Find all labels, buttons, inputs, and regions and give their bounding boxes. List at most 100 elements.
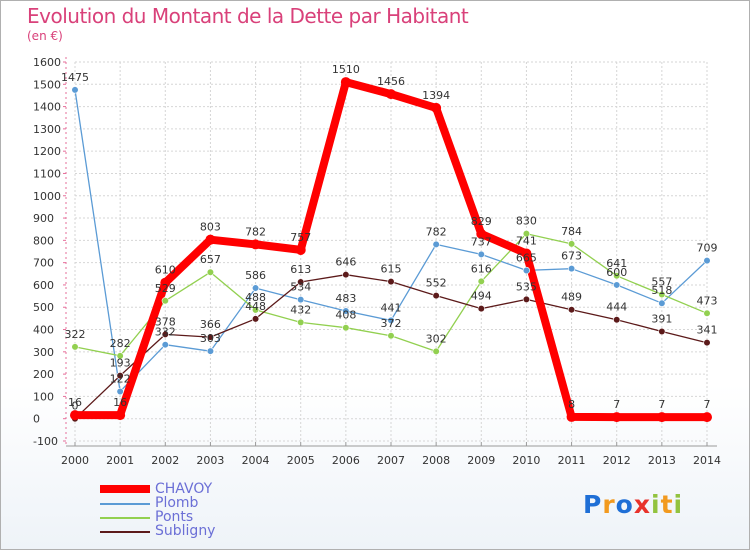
- data-label-chavoy-2009: 829: [471, 215, 492, 228]
- x-tick-label-2012: 2012: [603, 454, 631, 467]
- y-tick-label-600: 600: [33, 279, 54, 292]
- data-point-plomb-2001: [116, 387, 124, 396]
- data-point-ponts-2001: [116, 352, 124, 360]
- data-point-subligny-2005: [297, 278, 305, 286]
- y-tick-label-1000: 1000: [33, 190, 61, 203]
- data-point-plomb-2004: [251, 284, 260, 292]
- data-point-ponts-2003: [206, 268, 215, 276]
- data-point-chavoy-2004: [250, 239, 261, 250]
- data-point-ponts-2000: [71, 343, 79, 351]
- data-label-ponts-2014: 473: [697, 294, 718, 307]
- data-label-plomb-2004: 586: [245, 269, 266, 282]
- chart-title: Evolution du Montant de la Dette par Hab…: [27, 4, 469, 28]
- y-tick-label-1400: 1400: [33, 101, 61, 114]
- data-label-plomb-2000: 1475: [61, 71, 89, 84]
- data-point-chavoy-2013: [656, 412, 667, 423]
- proxiti-logo: Proxiti: [583, 490, 683, 519]
- data-label-chavoy-2006: 1510: [332, 63, 360, 76]
- y-tick-label-1100: 1100: [33, 167, 61, 180]
- data-label-plomb-2012: 600: [606, 266, 627, 279]
- chart-subtitle: (en €): [27, 29, 63, 43]
- data-label-chavoy-2008: 1394: [422, 89, 450, 102]
- data-label-plomb-2006: 483: [335, 292, 356, 305]
- data-label-chavoy-2012: 7: [613, 398, 620, 411]
- data-label-ponts-2003: 657: [200, 253, 221, 266]
- data-label-ponts-2000: 322: [65, 328, 86, 341]
- data-label-subligny-2003: 366: [200, 318, 221, 331]
- data-label-subligny-2011: 489: [561, 291, 582, 304]
- data-point-ponts-2013: [658, 290, 666, 299]
- y-tick-label-500: 500: [33, 301, 54, 314]
- legend-swatch-chavoy: [100, 485, 150, 493]
- data-point-ponts-2010: [522, 230, 531, 238]
- data-point-plomb-2014: [703, 257, 711, 265]
- x-tick-label-2014: 2014: [693, 454, 721, 467]
- data-point-chavoy-2002: [160, 277, 171, 288]
- data-label-chavoy-2010: 741: [516, 235, 537, 248]
- series-points: [70, 77, 712, 423]
- data-point-chavoy-2005: [295, 244, 306, 255]
- data-point-ponts-2014: [703, 309, 711, 317]
- x-tick-label-2013: 2013: [648, 454, 676, 467]
- data-point-plomb-2012: [613, 281, 621, 289]
- x-tick-label-2007: 2007: [377, 454, 405, 467]
- y-tick-label-700: 700: [33, 257, 54, 270]
- y-tick-label-0: 0: [33, 413, 40, 426]
- logo-letter-6: i: [673, 490, 684, 519]
- data-point-plomb-2005: [297, 296, 305, 304]
- data-point-ponts-2005: [297, 318, 305, 326]
- data-point-chavoy-2006: [340, 77, 351, 88]
- y-tick-label-300: 300: [33, 346, 54, 359]
- data-label-ponts-2009: 616: [471, 262, 492, 275]
- data-label-ponts-2010: 830: [516, 215, 537, 228]
- data-point-plomb-2000: [71, 86, 79, 94]
- data-point-chavoy-2010: [521, 248, 532, 259]
- data-label-ponts-2012: 641: [606, 257, 627, 270]
- legend-label-subligny: Subligny: [155, 523, 216, 539]
- data-label-subligny-2014: 341: [697, 324, 718, 337]
- data-point-chavoy-2012: [611, 412, 622, 423]
- data-point-ponts-2011: [567, 240, 576, 248]
- data-point-plomb-2003: [206, 347, 215, 355]
- x-tick-label-2002: 2002: [151, 454, 179, 467]
- data-label-subligny-2006: 646: [335, 256, 356, 269]
- data-point-ponts-2012: [613, 272, 621, 280]
- data-label-plomb-2008: 782: [426, 225, 447, 238]
- data-label-plomb-2003: 303: [200, 332, 221, 345]
- data-point-subligny-2012: [613, 316, 621, 324]
- data-point-subligny-2006: [342, 271, 350, 279]
- data-point-plomb-2013: [658, 299, 666, 307]
- data-point-chavoy-2014: [702, 412, 712, 423]
- x-tick-label-2009: 2009: [467, 454, 495, 467]
- x-tick-label-2000: 2000: [61, 454, 89, 467]
- x-tick-label-2006: 2006: [332, 454, 360, 467]
- data-point-plomb-2007: [387, 316, 395, 324]
- data-point-plomb-2008: [432, 240, 440, 248]
- data-point-subligny-2004: [251, 315, 260, 323]
- data-label-subligny-2009: 494: [471, 290, 492, 303]
- data-label-subligny-2005: 613: [290, 263, 311, 276]
- data-label-chavoy-2003: 803: [200, 221, 221, 234]
- data-label-ponts-2007: 372: [381, 317, 402, 330]
- data-label-ponts-2001: 282: [110, 337, 131, 350]
- y-tick-label-1500: 1500: [33, 78, 61, 91]
- legend-label-chavoy: CHAVOY: [155, 481, 213, 497]
- data-point-subligny-2002: [161, 330, 169, 339]
- data-point-ponts-2009: [477, 277, 485, 285]
- data-point-subligny-2009: [477, 304, 485, 313]
- legend-swatch-plomb: [100, 503, 150, 505]
- data-point-ponts-2002: [161, 297, 169, 305]
- logo-letter-4: i: [651, 490, 661, 519]
- axes: -100 0 100 200 300 400 500 600 700 800 900 1000 1100…: [33, 56, 721, 467]
- data-label-ponts-2011: 784: [561, 225, 582, 238]
- data-point-chavoy-2000: [70, 410, 80, 421]
- data-point-plomb-2010: [522, 266, 531, 275]
- data-point-subligny-2011: [567, 306, 576, 314]
- data-point-chavoy-2009: [476, 228, 487, 239]
- y-tick-label-400: 400: [33, 324, 54, 337]
- data-label-subligny-2007: 615: [381, 263, 402, 276]
- data-label-plomb-2002: 332: [155, 326, 176, 339]
- data-labels: 1475 122 332 303 586 534 483 441 782 737 665 673 600…: [61, 63, 718, 413]
- data-label-plomb-2007: 441: [381, 301, 402, 314]
- data-label-plomb-2010: 665: [516, 251, 537, 264]
